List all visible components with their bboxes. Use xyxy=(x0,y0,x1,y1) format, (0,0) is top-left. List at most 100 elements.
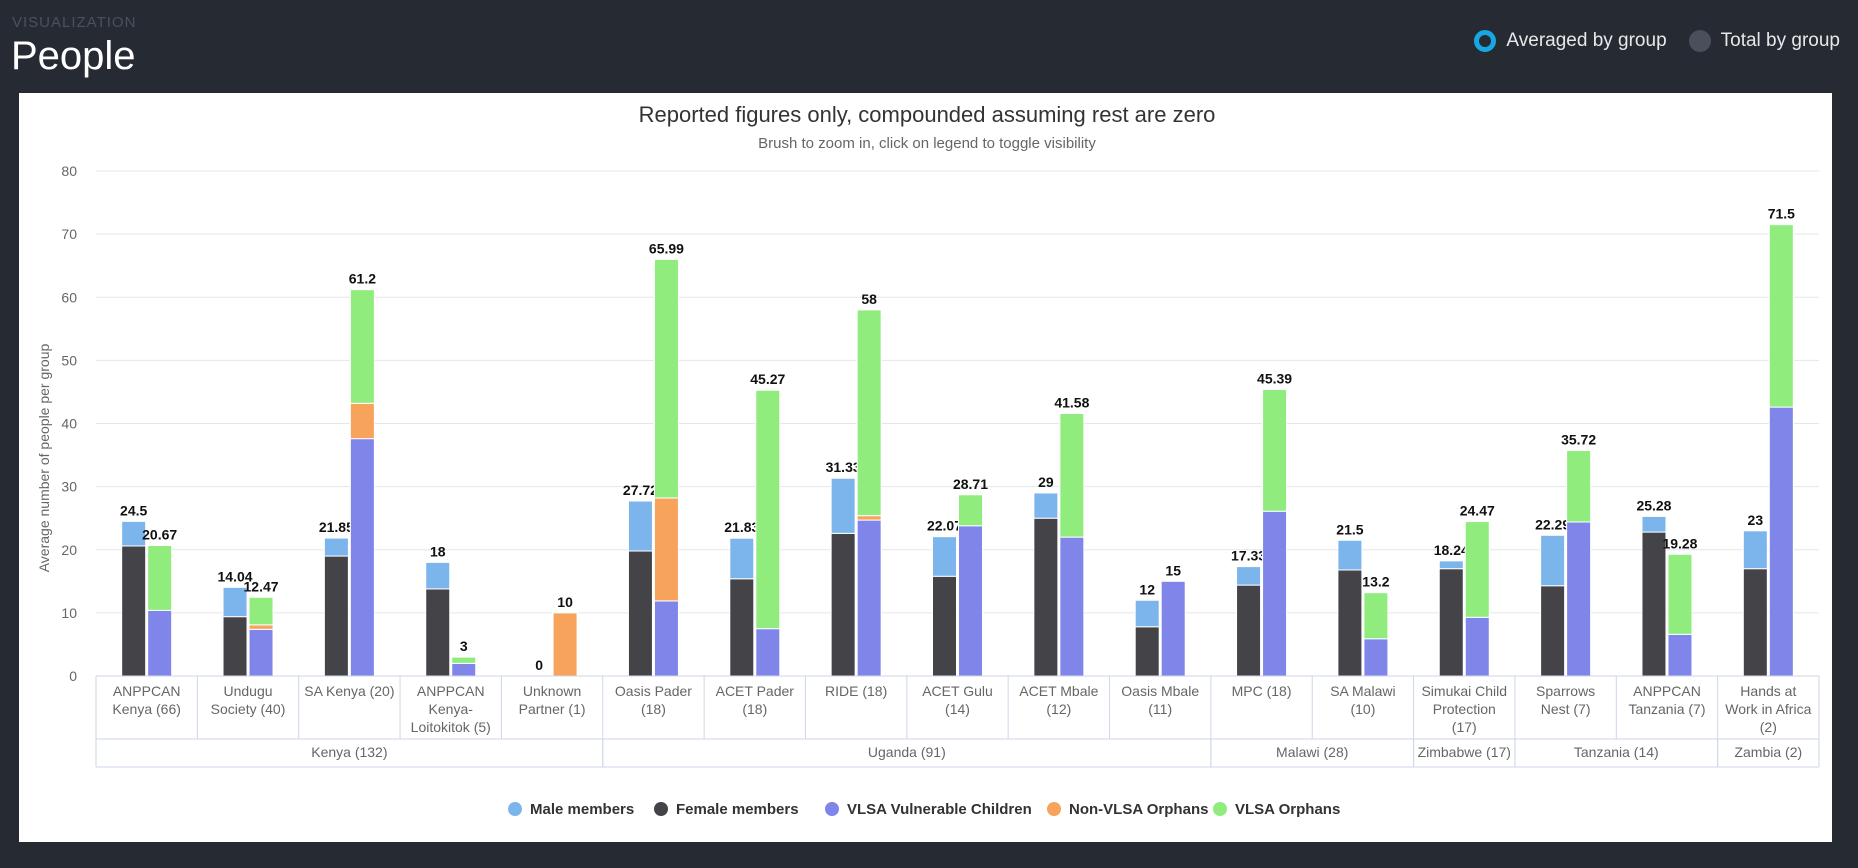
data-label: 45.39 xyxy=(1257,370,1292,386)
x-category-label-line: Undugu xyxy=(224,683,273,699)
y-tick-label: 0 xyxy=(69,668,77,684)
bar-vlsa_children xyxy=(1363,638,1389,677)
bar-vlsa_orphans xyxy=(1464,521,1490,618)
bar-vlsa_children xyxy=(1667,633,1693,677)
data-label: 21.5 xyxy=(1336,521,1363,537)
x-category-label: Unknown Partner (1) xyxy=(519,683,586,717)
bar-female xyxy=(1337,569,1363,677)
bar-vlsa_orphans xyxy=(248,596,274,626)
bar-non_vlsa_orphans xyxy=(856,515,882,521)
legend-marker-icon xyxy=(1213,802,1227,816)
data-label: 14.04 xyxy=(218,568,253,584)
bar-vlsa_orphans xyxy=(349,289,375,404)
legend-item[interactable]: Female members xyxy=(654,801,799,818)
aggregation-mode-toggle: Averaged by group Total by group xyxy=(1474,30,1840,52)
x-category-label-line: RIDE (18) xyxy=(825,683,887,699)
y-tick-label: 60 xyxy=(61,289,77,305)
bar-vlsa_orphans xyxy=(1667,553,1693,635)
x-category-label: Undugu Society (40) xyxy=(211,683,286,717)
bar-male xyxy=(1337,539,1363,571)
x-category-label: Hands at Work in Africa (2) xyxy=(1725,683,1811,735)
legend-item[interactable]: VLSA Vulnerable Children xyxy=(825,801,1032,818)
bar-vlsa_children xyxy=(1160,580,1186,677)
bar-male xyxy=(1742,530,1768,570)
bar-female xyxy=(1033,517,1059,677)
legend-label: Male members xyxy=(530,801,634,818)
data-label: 13.2 xyxy=(1362,574,1389,590)
total-by-group-option[interactable]: Total by group xyxy=(1688,30,1840,52)
bar-vlsa_children xyxy=(755,628,781,677)
x-category-label-line: ANPPCAN xyxy=(1633,683,1701,699)
y-tick-label: 40 xyxy=(61,416,77,432)
bar-non_vlsa_orphans xyxy=(653,497,679,602)
x-category-label-line: Society (40) xyxy=(211,701,286,717)
bar-vlsa_children xyxy=(856,519,882,677)
x-category-label: ACET Pader (18) xyxy=(716,683,795,717)
x-category-label-line: Partner (1) xyxy=(519,701,586,717)
legend-item[interactable]: Male members xyxy=(508,801,634,818)
y-tick-label: 70 xyxy=(61,226,77,242)
legend-item[interactable]: Non-VLSA Orphans xyxy=(1047,801,1208,818)
x-category-label-line: Hands at xyxy=(1740,683,1796,699)
data-label: 12 xyxy=(1139,581,1155,597)
data-label: 65.99 xyxy=(649,240,684,256)
data-label: 28.71 xyxy=(953,476,988,492)
data-label: 22.29 xyxy=(1535,516,1570,532)
x-category-label: SA Kenya (20) xyxy=(304,683,394,699)
chart-card: Reported figures only, compounded assumi… xyxy=(19,93,1832,842)
data-label: 35.72 xyxy=(1561,432,1596,448)
bar-female xyxy=(121,545,147,677)
x-category-label: ACET Gulu (14) xyxy=(922,683,993,717)
bar-vlsa_orphans xyxy=(1566,450,1592,523)
data-label: 18.24 xyxy=(1434,542,1469,558)
x-category-label: Sparrows Nest (7) xyxy=(1536,683,1595,717)
bar-vlsa_orphans xyxy=(147,545,173,611)
bar-male xyxy=(1033,492,1059,519)
data-label: 29 xyxy=(1038,474,1054,490)
data-label: 18 xyxy=(430,543,446,559)
x-category-label-line: Nest (7) xyxy=(1541,701,1591,717)
legend-marker-icon xyxy=(1047,802,1061,816)
x-category-label-line: ACET Pader xyxy=(716,683,795,699)
legend-item[interactable]: VLSA Orphans xyxy=(1213,801,1340,818)
radio-selected-icon[interactable] xyxy=(1474,30,1497,52)
averaged-by-group-option[interactable]: Averaged by group xyxy=(1474,30,1667,52)
bar-male xyxy=(1236,566,1262,586)
y-tick-label: 80 xyxy=(61,163,77,179)
bar-female xyxy=(830,532,856,677)
section-overline: VISUALIZATION xyxy=(12,14,137,31)
x-category-label: Oasis Mbale (11) xyxy=(1121,683,1199,717)
data-label: 21.83 xyxy=(724,519,759,535)
x-category-label-line: ACET Gulu xyxy=(922,683,993,699)
bar-male xyxy=(830,477,856,534)
bar-female xyxy=(222,616,248,677)
x-category-label-line: (12) xyxy=(1046,701,1071,717)
bar-female xyxy=(425,588,451,677)
x-category-label-line: ACET Mbale xyxy=(1019,683,1098,699)
data-label: 0 xyxy=(535,657,543,673)
x-group-label: Uganda (91) xyxy=(868,744,946,760)
x-category-label-line: Oasis Pader xyxy=(615,683,692,699)
radio-unselected-icon[interactable] xyxy=(1688,30,1711,52)
x-group-label: Zambia (2) xyxy=(1734,744,1802,760)
x-category-label-line: (18) xyxy=(742,701,767,717)
x-category-label-line: SA Malawi xyxy=(1330,683,1395,699)
bar-vlsa_children xyxy=(1566,521,1592,677)
x-category-label-line: MPC (18) xyxy=(1232,683,1292,699)
data-label: 20.67 xyxy=(142,527,177,543)
x-category-label: MPC (18) xyxy=(1232,683,1292,699)
bar-vlsa_children xyxy=(451,662,477,677)
bar-male xyxy=(1540,534,1566,587)
bar-male xyxy=(425,561,451,590)
bar-vlsa_orphans xyxy=(1768,224,1794,408)
bar-male xyxy=(729,537,755,580)
data-label: 17.33 xyxy=(1231,548,1266,564)
stacked-bar-chart[interactable]: Reported figures only, compounded assumi… xyxy=(19,93,1832,842)
bar-female xyxy=(1236,584,1262,677)
data-label: 71.5 xyxy=(1768,206,1795,222)
data-label: 19.28 xyxy=(1662,535,1697,551)
legend-label: Female members xyxy=(676,801,799,818)
x-category-label-line: Simukai Child xyxy=(1421,683,1507,699)
data-label: 25.28 xyxy=(1636,497,1671,513)
x-category-label-line: (10) xyxy=(1350,701,1375,717)
